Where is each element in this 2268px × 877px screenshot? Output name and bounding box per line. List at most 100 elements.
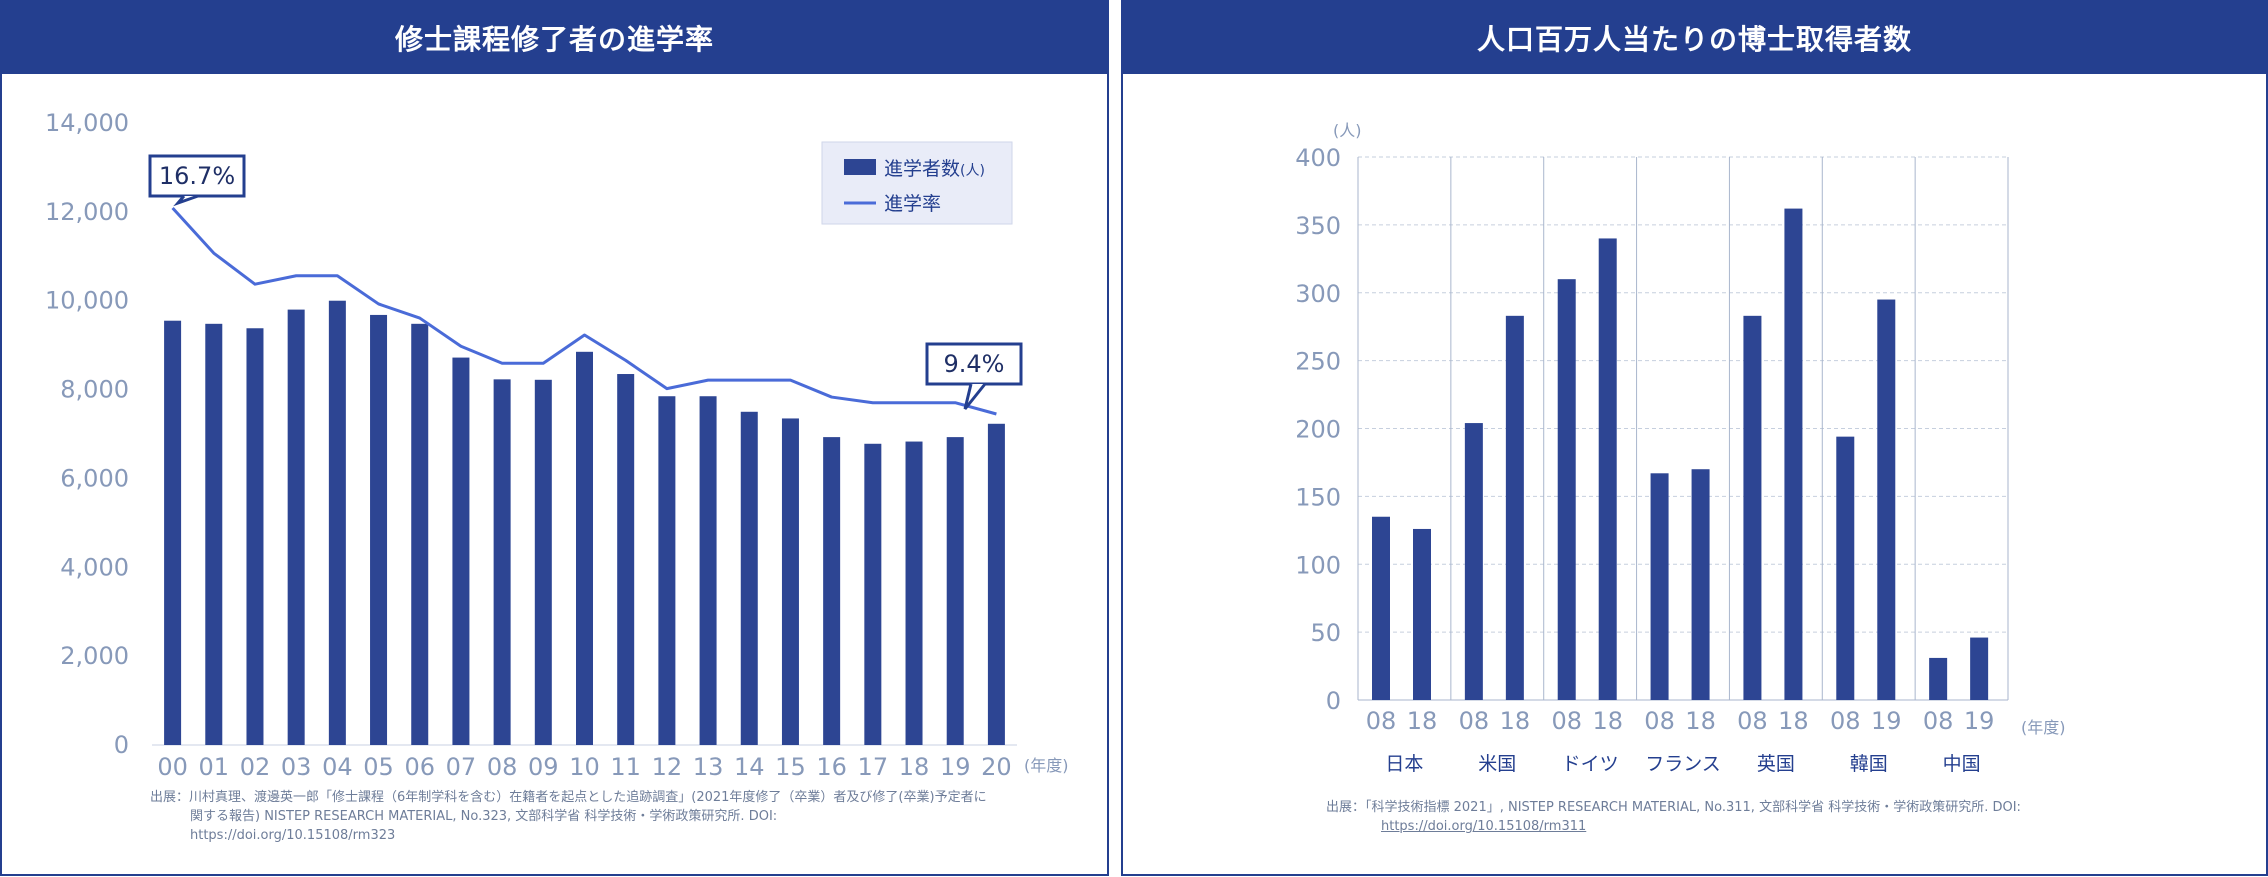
bar-enrollment <box>205 323 223 745</box>
left-source-note: 出展：川村真理、渡邊英一郎「修士課程（6年制学科を含む）在籍者を起点とした追跡調… <box>150 788 987 845</box>
y-tick-label: 100 <box>1295 551 1341 579</box>
y-tick-label: 200 <box>1295 416 1341 444</box>
x-tick-label: 20 <box>981 753 1012 781</box>
bar-enrollment <box>781 418 799 745</box>
x-tick-label: 14 <box>734 753 765 781</box>
x-year-label: 08 <box>1366 707 1397 735</box>
y-tick-label: 400 <box>1295 144 1341 172</box>
x-tick-label: 07 <box>446 753 477 781</box>
callout-label: 9.4% <box>944 350 1005 378</box>
legend-line-label: 進学率 <box>884 193 941 215</box>
bar-enrollment <box>740 411 758 745</box>
x-tick-label: 02 <box>240 753 271 781</box>
left-chart: 0 2,000 4,000 6,000 8,000 10,000 12,000 14,000 0… <box>45 109 1069 781</box>
bar-doctorates <box>1784 208 1803 700</box>
bar-doctorates <box>1970 637 1989 700</box>
bar-doctorates <box>1650 473 1669 700</box>
bar-doctorates <box>1413 528 1431 700</box>
legend: 進学者数(人) 進学率 <box>821 141 1013 225</box>
bar-enrollment <box>576 351 593 745</box>
legend-box <box>821 141 1013 225</box>
y-tick-label: 12,000 <box>45 198 129 226</box>
right-source-link[interactable]: https://doi.org/10.15108/rm311 <box>1381 819 1587 834</box>
left-source-line1: 出展：川村真理、渡邊英一郎「修士課程（6年制学科を含む）在籍者を起点とした追跡調… <box>150 790 987 805</box>
x-tick-label: 10 <box>569 753 600 781</box>
x-year-label: 08 <box>1459 707 1490 735</box>
y-tick-label: 10,000 <box>45 287 129 315</box>
x-unit-label: (年度) <box>1024 756 1069 775</box>
x-tick-label: 11 <box>610 753 641 781</box>
bar-enrollment <box>658 396 676 745</box>
x-year-label: 18 <box>1500 707 1531 735</box>
x-unit-label: (年度) <box>2021 718 2066 737</box>
rate-callout: 16.7% <box>148 154 246 207</box>
right-chart-title: 人口百万人当たりの博士取得者数 <box>1123 2 2266 74</box>
x-year-label: 19 <box>1964 707 1995 735</box>
bar-enrollment <box>905 441 923 745</box>
bar-enrollment <box>370 314 388 745</box>
x-tick-label: 09 <box>528 753 559 781</box>
legend-bar-label: 進学者数(人) <box>884 158 985 180</box>
right-source-line1: 出展：「科学技術指標 2021」, NISTEP RESEARCH MATERI… <box>1326 800 2021 815</box>
y-tick-label: 14,000 <box>45 109 129 137</box>
rate-line <box>171 206 997 416</box>
x-year-label: 18 <box>1778 707 1809 735</box>
x-tick-label: 04 <box>322 753 353 781</box>
bar-enrollment <box>287 309 305 745</box>
x-tick-label: 08 <box>487 753 518 781</box>
y-tick-label: 150 <box>1295 483 1341 511</box>
bar-doctorates <box>1836 436 1855 700</box>
bar-doctorates <box>1372 516 1390 700</box>
y-tick-label: 4,000 <box>60 553 129 581</box>
rate-callout: 9.4% <box>925 342 1023 410</box>
x-tick-label: 03 <box>281 753 312 781</box>
bar-enrollment <box>823 437 841 745</box>
y-tick-label: 300 <box>1295 280 1341 308</box>
bar-doctorates <box>1743 315 1762 700</box>
x-tick-label: 12 <box>652 753 683 781</box>
x-tick-label: 19 <box>940 753 971 781</box>
right-panel: 人口百万人当たりの博士取得者数 0 50 100 150 200 250 300 350 400… <box>1121 0 2268 876</box>
right-chart: 0 50 100 150 200 250 300 350 400 (人) 08 18 日本 08 18 米国 0… <box>1295 121 2066 775</box>
x-tick-label: 13 <box>693 753 724 781</box>
bar-enrollment <box>411 323 429 745</box>
country-label: 英国 <box>1757 753 1795 775</box>
x-year-label: 08 <box>1551 707 1582 735</box>
bar-enrollment <box>534 379 552 745</box>
bar-enrollment <box>699 396 717 745</box>
bar-doctorates <box>1691 469 1710 700</box>
bar-doctorates <box>1464 423 1483 700</box>
x-tick-label: 17 <box>858 753 889 781</box>
x-tick-label: 00 <box>157 753 188 781</box>
country-label: 中国 <box>1943 753 1981 775</box>
bar-enrollment <box>946 437 964 745</box>
x-tick-label: 18 <box>899 753 930 781</box>
x-tick-label: 16 <box>816 753 847 781</box>
y-tick-label: 250 <box>1295 348 1341 376</box>
x-year-label: 18 <box>1685 707 1716 735</box>
left-chart-title: 修士課程修了者の進学率 <box>2 2 1107 74</box>
y-tick-label: 0 <box>114 731 129 759</box>
callout-pointer <box>173 194 199 207</box>
left-source-link[interactable]: https://doi.org/10.15108/rm323 <box>190 828 396 843</box>
y-tick-label: 0 <box>1326 687 1341 715</box>
y-tick-label: 2,000 <box>60 642 129 670</box>
bar-doctorates <box>1929 657 1948 700</box>
bar-enrollment <box>864 443 882 745</box>
x-year-label: 08 <box>1737 707 1768 735</box>
country-label: 日本 <box>1385 753 1423 775</box>
x-year-label: 19 <box>1871 707 1902 735</box>
right-source-note: 出展：「科学技術指標 2021」, NISTEP RESEARCH MATERI… <box>1326 798 2021 836</box>
left-source-line2: 関する報告) NISTEP RESEARCH MATERIAL, No.323,… <box>190 809 778 824</box>
x-tick-label: 15 <box>775 753 806 781</box>
y-unit-label: (人) <box>1333 121 1362 140</box>
x-tick-label: 05 <box>363 753 394 781</box>
x-tick-label: 06 <box>404 753 435 781</box>
y-tick-label: 350 <box>1295 212 1341 240</box>
bar-enrollment <box>246 328 264 745</box>
country-label: 韓国 <box>1850 753 1888 775</box>
y-tick-label: 50 <box>1310 619 1341 647</box>
x-year-label: 18 <box>1407 707 1438 735</box>
country-label: ドイツ <box>1562 753 1619 775</box>
bar-doctorates <box>1877 299 1896 700</box>
